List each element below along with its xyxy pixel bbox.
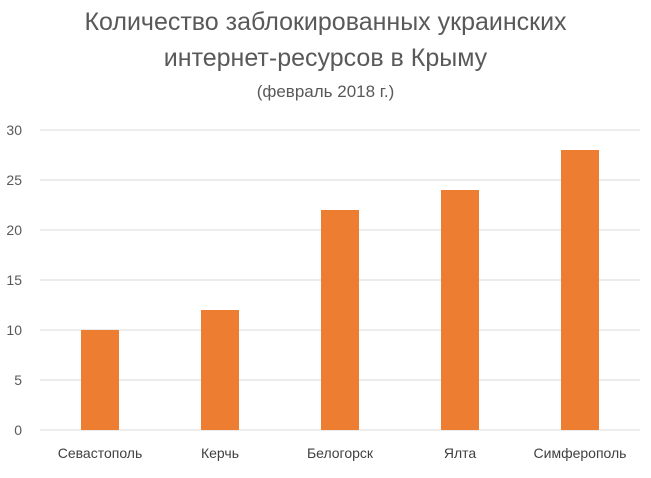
bar-0 xyxy=(81,330,119,430)
bar-3 xyxy=(441,190,479,430)
y-tick-label: 25 xyxy=(6,172,22,188)
x-category-label: Симферополь xyxy=(534,445,627,461)
bar-1 xyxy=(201,310,239,430)
y-tick-label: 5 xyxy=(14,372,22,388)
x-axis-labels: Севастополь Керчь Белогорск Ялта Симферополь xyxy=(58,445,627,461)
y-tick-label: 15 xyxy=(6,272,22,288)
x-category-label: Керчь xyxy=(201,445,239,461)
x-category-label: Ялта xyxy=(444,445,477,461)
chart-title-line2: интернет-ресурсов в Крыму xyxy=(163,44,488,72)
y-tick-label: 0 xyxy=(14,422,22,438)
bars xyxy=(81,150,599,430)
x-category-label: Белогорск xyxy=(307,445,374,461)
y-tick-label: 20 xyxy=(6,222,22,238)
y-tick-label: 30 xyxy=(6,122,22,138)
y-axis-ticks: 0 5 10 15 20 25 30 xyxy=(6,122,22,438)
chart-title-line1: Количество заблокированных украинских xyxy=(84,8,567,36)
x-category-label: Севастополь xyxy=(58,445,143,461)
y-tick-label: 10 xyxy=(6,322,22,338)
bar-2 xyxy=(321,210,359,430)
chart-subtitle: (февраль 2018 г.) xyxy=(256,82,395,101)
bar-4 xyxy=(561,150,599,430)
